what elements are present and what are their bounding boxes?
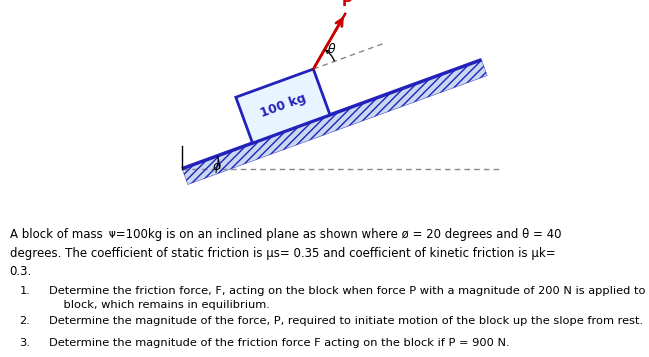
Text: 100 kg: 100 kg bbox=[258, 92, 308, 120]
Text: Determine the magnitude of the force, P, required to initiate motion of the bloc: Determine the magnitude of the force, P,… bbox=[49, 316, 643, 326]
Text: 3.: 3. bbox=[19, 338, 31, 348]
Text: P: P bbox=[342, 0, 352, 9]
Text: $\theta$: $\theta$ bbox=[327, 41, 337, 56]
Text: A block of mass  ᴪ=100kg is on an inclined plane as shown where ø = 20 degrees a: A block of mass ᴪ=100kg is on an incline… bbox=[10, 228, 561, 278]
Text: 1.: 1. bbox=[19, 286, 31, 296]
Polygon shape bbox=[236, 69, 330, 143]
Polygon shape bbox=[182, 60, 487, 185]
Text: Determine the magnitude of the friction force F acting on the block if P = 900 N: Determine the magnitude of the friction … bbox=[49, 338, 509, 348]
Text: 2.: 2. bbox=[19, 316, 31, 326]
Text: $\phi$: $\phi$ bbox=[212, 157, 221, 175]
Text: Determine the friction force, F, acting on the block when force P with a magnitu: Determine the friction force, F, acting … bbox=[49, 286, 649, 310]
